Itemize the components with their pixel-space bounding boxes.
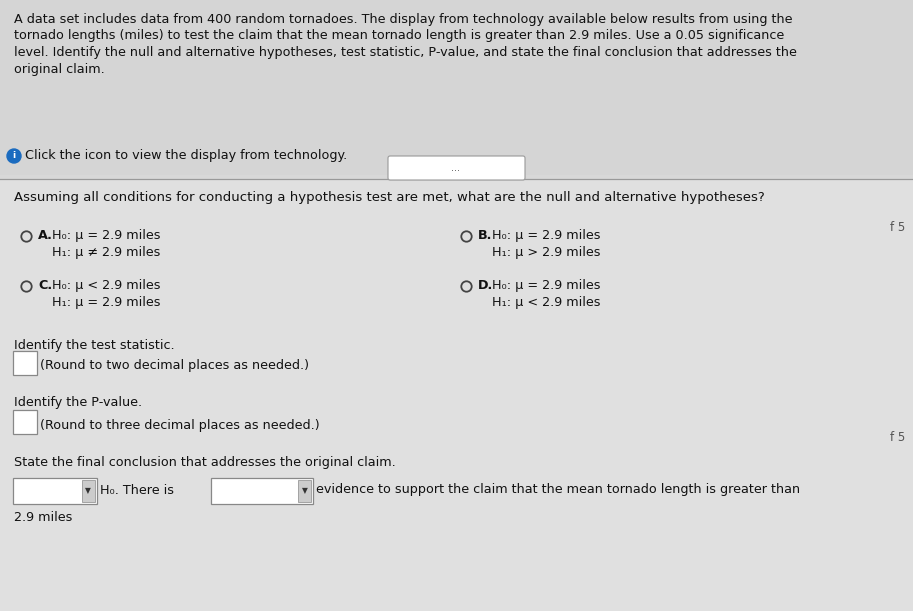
Text: evidence to support the claim that the mean tornado length is greater than: evidence to support the claim that the m… [316,483,800,497]
Circle shape [7,149,21,163]
Text: H₁: μ < 2.9 miles: H₁: μ < 2.9 miles [492,296,601,309]
Text: ▼: ▼ [302,486,308,496]
Text: D.: D. [478,279,493,292]
Text: H₀: μ = 2.9 miles: H₀: μ = 2.9 miles [52,229,161,242]
Text: A data set includes data from 400 random tornadoes. The display from technology : A data set includes data from 400 random… [14,13,792,26]
Text: C.: C. [38,279,52,292]
Text: f 5: f 5 [890,221,905,234]
Text: (Round to three decimal places as needed.): (Round to three decimal places as needed… [40,419,320,432]
Text: tornado lengths (miles) to test the claim that the mean tornado length is greate: tornado lengths (miles) to test the clai… [14,29,784,43]
Text: ...: ... [452,163,460,173]
Bar [0,0,913,175]
FancyBboxPatch shape [211,478,313,504]
Text: H₀: μ < 2.9 miles: H₀: μ < 2.9 miles [52,279,161,292]
Text: level. Identify the null and alternative hypotheses, test statistic, P-value, an: level. Identify the null and alternative… [14,46,797,59]
Text: original claim.: original claim. [14,62,105,76]
Text: ▼: ▼ [85,486,91,496]
Text: i: i [13,152,16,161]
Text: H₁: μ ≠ 2.9 miles: H₁: μ ≠ 2.9 miles [52,246,161,259]
Text: Assuming all conditions for conducting a hypothesis test are met, what are the n: Assuming all conditions for conducting a… [14,191,765,204]
Text: H₁: μ = 2.9 miles: H₁: μ = 2.9 miles [52,296,161,309]
Bar [82,480,95,502]
Bar [0,179,913,611]
Text: H₀. There is: H₀. There is [100,483,174,497]
FancyBboxPatch shape [13,478,97,504]
FancyBboxPatch shape [13,410,37,434]
Text: B.: B. [478,229,492,242]
Text: State the final conclusion that addresses the original claim.: State the final conclusion that addresse… [14,456,395,469]
FancyBboxPatch shape [13,351,37,375]
Text: A.: A. [38,229,53,242]
Text: Click the icon to view the display from technology.: Click the icon to view the display from … [25,148,347,161]
Text: f 5: f 5 [890,431,905,444]
Text: Identify the test statistic.: Identify the test statistic. [14,339,174,352]
FancyBboxPatch shape [388,156,525,180]
Text: Identify the P-value.: Identify the P-value. [14,396,142,409]
Text: H₁: μ > 2.9 miles: H₁: μ > 2.9 miles [492,246,601,259]
Text: H₀: μ = 2.9 miles: H₀: μ = 2.9 miles [492,229,601,242]
Text: (Round to two decimal places as needed.): (Round to two decimal places as needed.) [40,359,309,372]
Text: H₀: μ = 2.9 miles: H₀: μ = 2.9 miles [492,279,601,292]
Bar [298,480,311,502]
Text: 2.9 miles: 2.9 miles [14,511,72,524]
